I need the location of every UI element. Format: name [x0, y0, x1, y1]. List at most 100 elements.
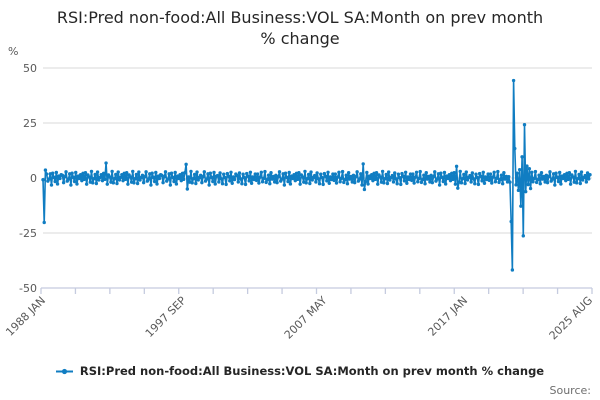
data-point [460, 176, 465, 181]
data-point [240, 182, 244, 186]
chart-title: RSI:Pred non-food:All Business:VOL SA:Mo… [56, 8, 544, 48]
data-point [116, 170, 120, 174]
data-point [277, 170, 282, 174]
data-point [382, 181, 386, 185]
data-point [186, 175, 191, 179]
data-point [561, 176, 566, 181]
data-point [133, 176, 137, 181]
data-point [408, 172, 413, 176]
data-point [328, 175, 333, 179]
data-point [254, 178, 259, 183]
data-point [262, 176, 266, 181]
data-point [217, 180, 221, 184]
data-point [257, 181, 261, 185]
data-point [319, 172, 323, 176]
data-point [185, 187, 190, 191]
data-point [384, 172, 388, 177]
data-point [104, 161, 108, 165]
data-point [557, 170, 562, 175]
data-point [230, 181, 234, 185]
data-point [475, 175, 479, 180]
data-point [316, 177, 321, 181]
data-point [513, 146, 517, 151]
data-point [70, 171, 74, 175]
data-point [94, 181, 99, 186]
data-point [71, 175, 76, 180]
data-point [61, 180, 66, 185]
data-point [483, 175, 488, 179]
data-point [359, 172, 363, 176]
data-point [363, 179, 368, 184]
data-point [486, 172, 490, 176]
data-point [528, 186, 533, 191]
data-point [579, 170, 584, 174]
data-point [338, 180, 342, 184]
data-point [469, 180, 473, 184]
data-point [84, 182, 89, 186]
data-point [393, 171, 397, 175]
data-point [63, 174, 67, 179]
data-point [471, 177, 476, 181]
data-point [354, 174, 358, 179]
data-point [181, 177, 186, 182]
data-point [537, 173, 541, 177]
data-point [207, 183, 211, 187]
data-point [545, 180, 550, 185]
data-point [152, 179, 157, 184]
data-point [146, 177, 151, 181]
data-point [394, 177, 398, 181]
data-point [315, 171, 319, 175]
data-point [101, 171, 106, 176]
data-point [492, 170, 496, 174]
data-point [487, 178, 492, 183]
x-tick-label: 2025 AUG [547, 294, 596, 343]
data-point [95, 170, 100, 174]
data-point [336, 175, 340, 179]
y-tick-label: 50 [23, 62, 37, 75]
data-point [55, 182, 60, 186]
data-point [246, 174, 250, 178]
data-point [508, 180, 512, 184]
data-point [118, 175, 123, 180]
data-point [327, 181, 331, 185]
data-point [574, 181, 579, 185]
data-point [322, 171, 327, 176]
data-point [567, 171, 572, 175]
data-point [442, 170, 447, 175]
data-point [132, 181, 136, 185]
data-point [286, 179, 290, 184]
data-point [47, 177, 51, 181]
data-point [266, 173, 271, 177]
data-point [464, 170, 468, 174]
data-point [69, 183, 73, 187]
data-point [108, 175, 112, 179]
data-point [348, 177, 352, 181]
data-point [391, 180, 396, 184]
data-point [554, 171, 558, 175]
data-point [114, 172, 118, 177]
data-point [288, 182, 293, 186]
data-point [189, 169, 193, 174]
data-point [192, 172, 197, 177]
data-point [112, 176, 117, 181]
data-point [497, 180, 501, 185]
data-point [332, 178, 336, 183]
data-point [231, 175, 236, 179]
data-point [527, 167, 532, 171]
data-point [510, 268, 515, 272]
data-point [184, 162, 188, 167]
data-point [491, 175, 495, 179]
data-point [550, 177, 555, 181]
data-point [410, 178, 414, 183]
data-point [417, 176, 421, 181]
data-point [362, 187, 367, 192]
data-point [499, 173, 504, 177]
data-point [344, 173, 348, 177]
data-point [532, 176, 536, 181]
data-point [205, 177, 209, 181]
data-point [224, 182, 228, 187]
data-point [584, 180, 589, 184]
data-point [333, 172, 337, 176]
data-point [264, 180, 268, 185]
data-point [368, 176, 373, 181]
